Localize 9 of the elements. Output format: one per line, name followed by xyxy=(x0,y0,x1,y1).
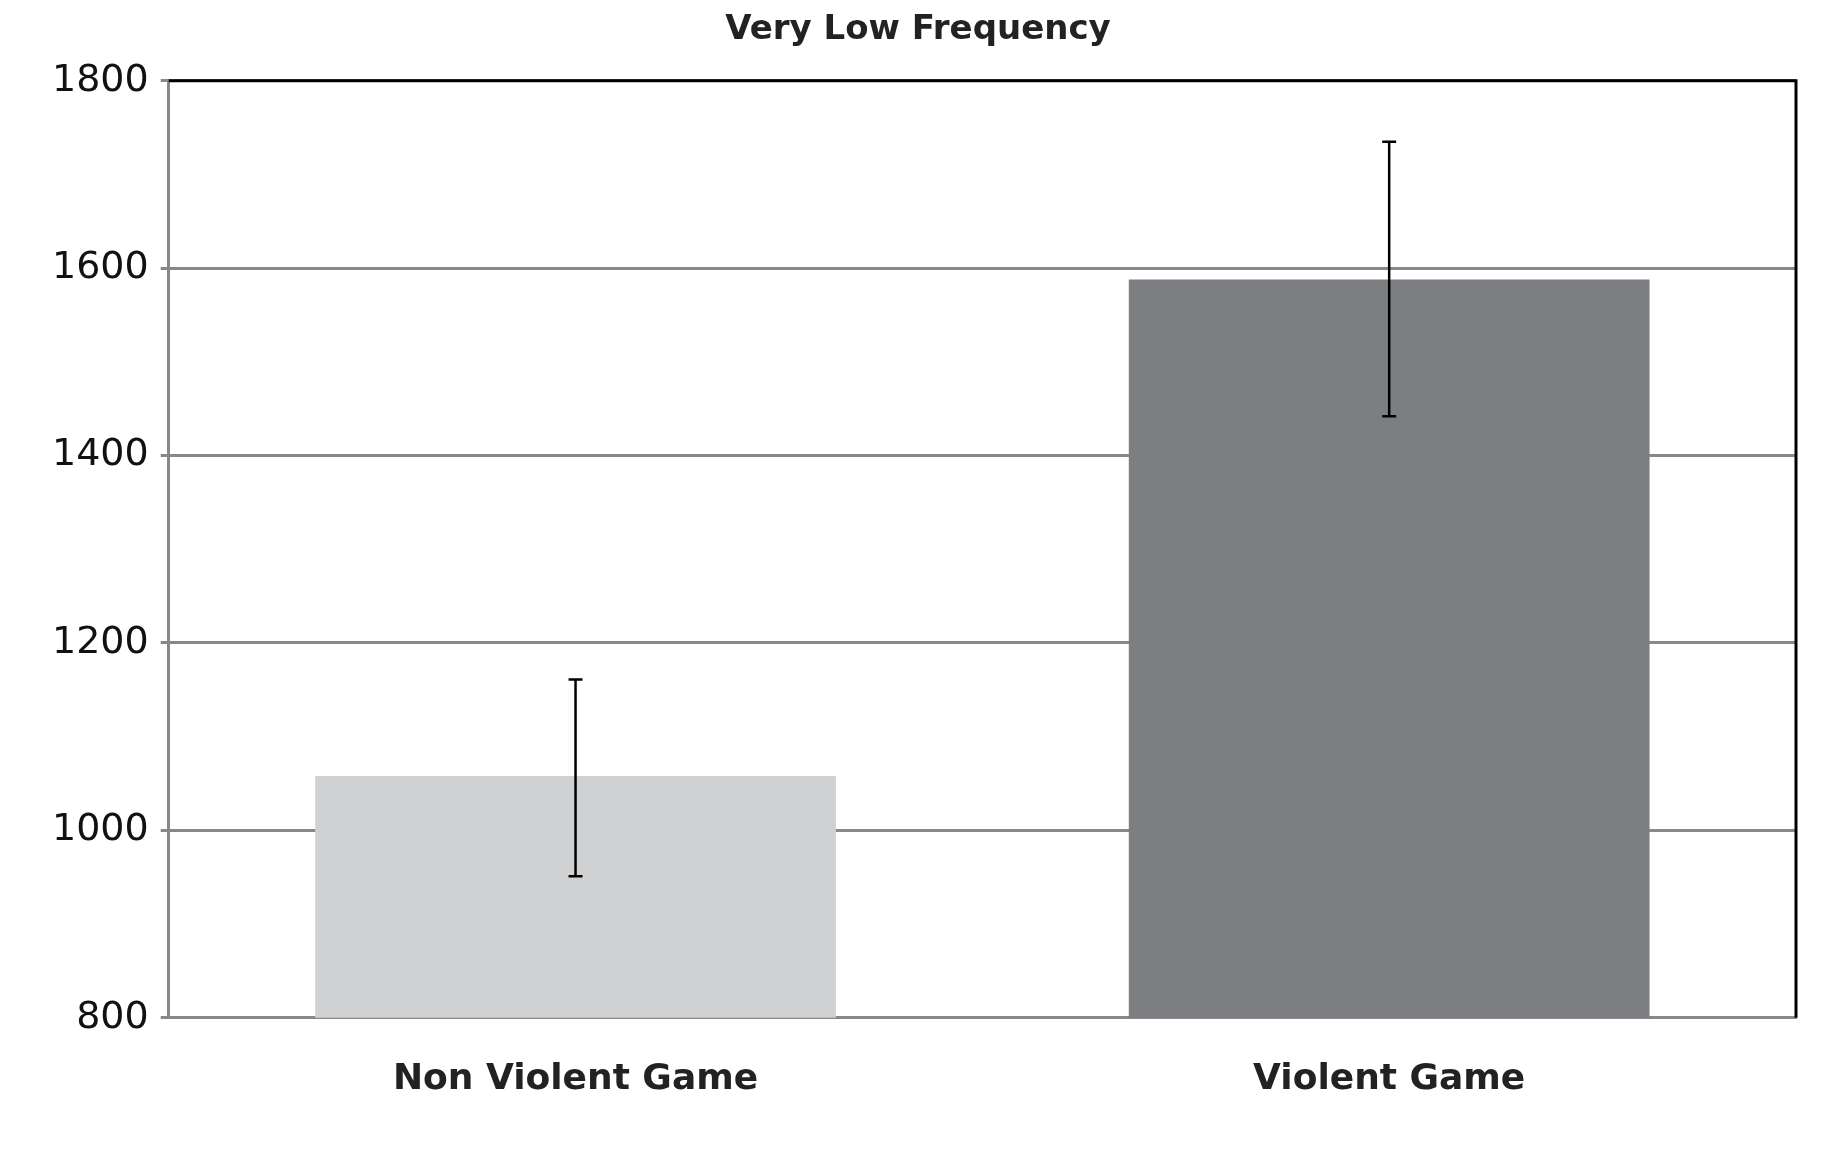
y-tick-label: 800 xyxy=(76,992,149,1037)
y-tick-label: 1400 xyxy=(51,430,149,475)
y-tick-label: 1600 xyxy=(51,243,149,288)
y-tick-label: 1200 xyxy=(51,617,149,662)
x-tick-label: Violent Game xyxy=(1253,1055,1526,1097)
x-tick-label: Non Violent Game xyxy=(392,1055,759,1097)
y-tick-label: 1000 xyxy=(51,805,149,850)
y-tick-label: 1800 xyxy=(51,55,149,100)
chart-title: Very Low Frequency xyxy=(725,7,1111,48)
